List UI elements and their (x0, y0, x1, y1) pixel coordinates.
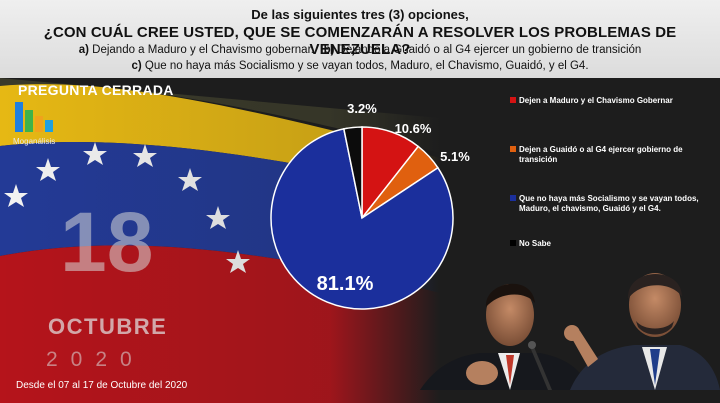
venezuela-flag-image (0, 78, 440, 403)
slice-value-label-4: 3.2% (347, 101, 377, 116)
legend-item-2: Dejen a Guaidó o al G4 ejercer gobierno … (510, 145, 705, 165)
pie-slice-4 (342, 126, 363, 219)
option-b-letter: b) (323, 44, 335, 56)
legend-label-3: Que no haya más Socialismo y se vayan to… (519, 194, 699, 213)
legend-swatch-1 (510, 97, 516, 103)
moganalisis-logo-icon (15, 102, 53, 132)
politicians-photo (420, 273, 720, 390)
date-year: 2020 (46, 348, 145, 371)
brand-name: Moganálisis (13, 137, 56, 146)
slice-value-label-1: 10.6% (395, 121, 432, 136)
legend-swatch-3 (510, 195, 516, 201)
option-a-text: Dejando a Maduro y el Chavismo gobernar. (92, 44, 314, 56)
legend-label-4: No Sabe (519, 239, 552, 248)
legend-swatch-2 (510, 146, 516, 152)
legend-label-1: Dejen a Maduro y el Chavismo Gobernar (519, 96, 673, 105)
header-options-ab: a) Dejando a Maduro y el Chavismo gobern… (0, 44, 720, 56)
option-b-text: Dejando a Guaidó o al G4 ejercer un gobi… (337, 44, 642, 56)
header-question: ¿CON CUÁL CREE USTED, QUE SE COMENZARÁN … (43, 24, 677, 58)
date-day: 18 (60, 195, 154, 289)
header-option-c: c) Que no haya más Socialismo y se vayan… (0, 60, 720, 72)
header-intro: De las siguientes tres (3) opciones, (251, 7, 469, 22)
header: De las siguientes tres (3) opciones, ¿CO… (0, 0, 720, 78)
slice-value-label-3: 81.1% (317, 273, 374, 295)
legend-item-3: Que no haya más Socialismo y se vayan to… (510, 194, 705, 214)
pie-slice-3 (270, 127, 454, 310)
legend-item-4: No Sabe (510, 239, 705, 249)
legend-item-1: Dejen a Maduro y el Chavismo Gobernar (510, 96, 705, 106)
option-c-text: Que no haya más Socialismo y se vayan to… (144, 60, 589, 72)
slice-value-label-2: 5.1% (440, 149, 470, 164)
date-range: Desde el 07 al 17 de Octubre del 2020 (16, 380, 188, 391)
closed-question-badge: PREGUNTA CERRADA (18, 82, 174, 98)
option-a-letter: a) (78, 44, 89, 56)
date-month: OCTUBRE (48, 314, 168, 339)
legend-swatch-4 (510, 240, 516, 246)
option-c-letter: c) (131, 60, 142, 72)
legend-label-2: Dejen a Guaidó o al G4 ejercer gobierno … (519, 145, 683, 164)
